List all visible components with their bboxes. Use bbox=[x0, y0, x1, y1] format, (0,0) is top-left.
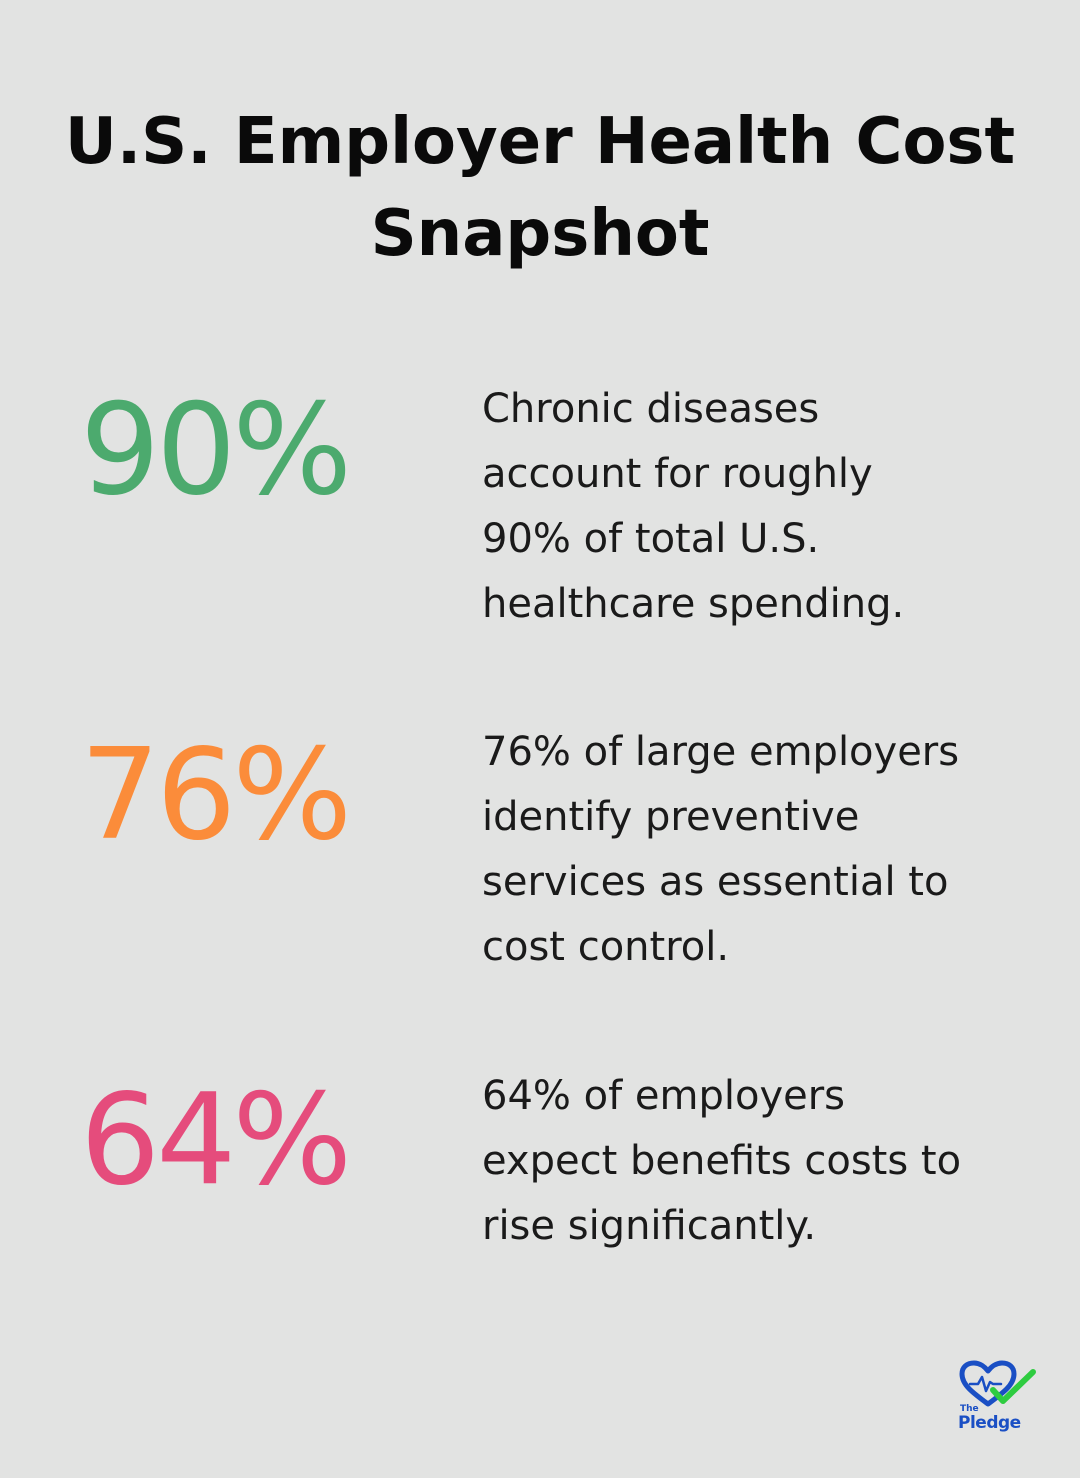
title-line-2: Snapshot bbox=[370, 197, 710, 271]
logo-name: Pledge bbox=[958, 1413, 1021, 1433]
stat-block-benefits-costs: 64% 64% of employers expect benefits cos… bbox=[0, 1062, 1080, 1382]
stat-block-chronic-diseases: 90% Chronic diseases account for roughly… bbox=[0, 372, 1080, 692]
stat-description-line: account for roughly bbox=[482, 451, 873, 497]
stat-value: 76% bbox=[80, 721, 352, 868]
check-mark bbox=[990, 1369, 1036, 1404]
stat-description-line: cost control. bbox=[482, 924, 730, 970]
stat-description: Chronic diseases account for roughly 90%… bbox=[482, 377, 1012, 637]
stat-description-line: services as essential to bbox=[482, 859, 949, 905]
title-line-1: U.S. Employer Health Cost bbox=[64, 105, 1016, 179]
the-pledge-logo: The Pledge bbox=[955, 1360, 1039, 1438]
logo-small-text: The bbox=[960, 1404, 979, 1414]
stat-description-line: expect benefits costs to bbox=[482, 1138, 962, 1184]
page-title: U.S. Employer Health Cost Snapshot bbox=[0, 96, 1080, 280]
stat-value: 90% bbox=[80, 376, 352, 523]
heartbeat-line bbox=[968, 1375, 1003, 1393]
stat-description: 64% of employers expect benefits costs t… bbox=[482, 1064, 1012, 1259]
heart-outline bbox=[959, 1360, 1017, 1407]
stat-description: 76% of large employers identify preventi… bbox=[482, 720, 1012, 980]
stat-description-line: rise significantly. bbox=[482, 1203, 817, 1249]
stat-value: 64% bbox=[80, 1066, 352, 1213]
heart-check-icon bbox=[959, 1360, 1036, 1407]
stat-description-line: 76% of large employers bbox=[482, 729, 960, 775]
stat-description-line: 90% of total U.S. bbox=[482, 516, 820, 562]
stat-description-line: 64% of employers bbox=[482, 1073, 846, 1119]
stat-description-line: identify preventive bbox=[482, 794, 860, 840]
stat-description-line: healthcare spending. bbox=[482, 581, 905, 627]
stat-description-line: Chronic diseases bbox=[482, 386, 820, 432]
stat-block-preventive-services: 76% 76% of large employers identify prev… bbox=[0, 717, 1080, 1037]
